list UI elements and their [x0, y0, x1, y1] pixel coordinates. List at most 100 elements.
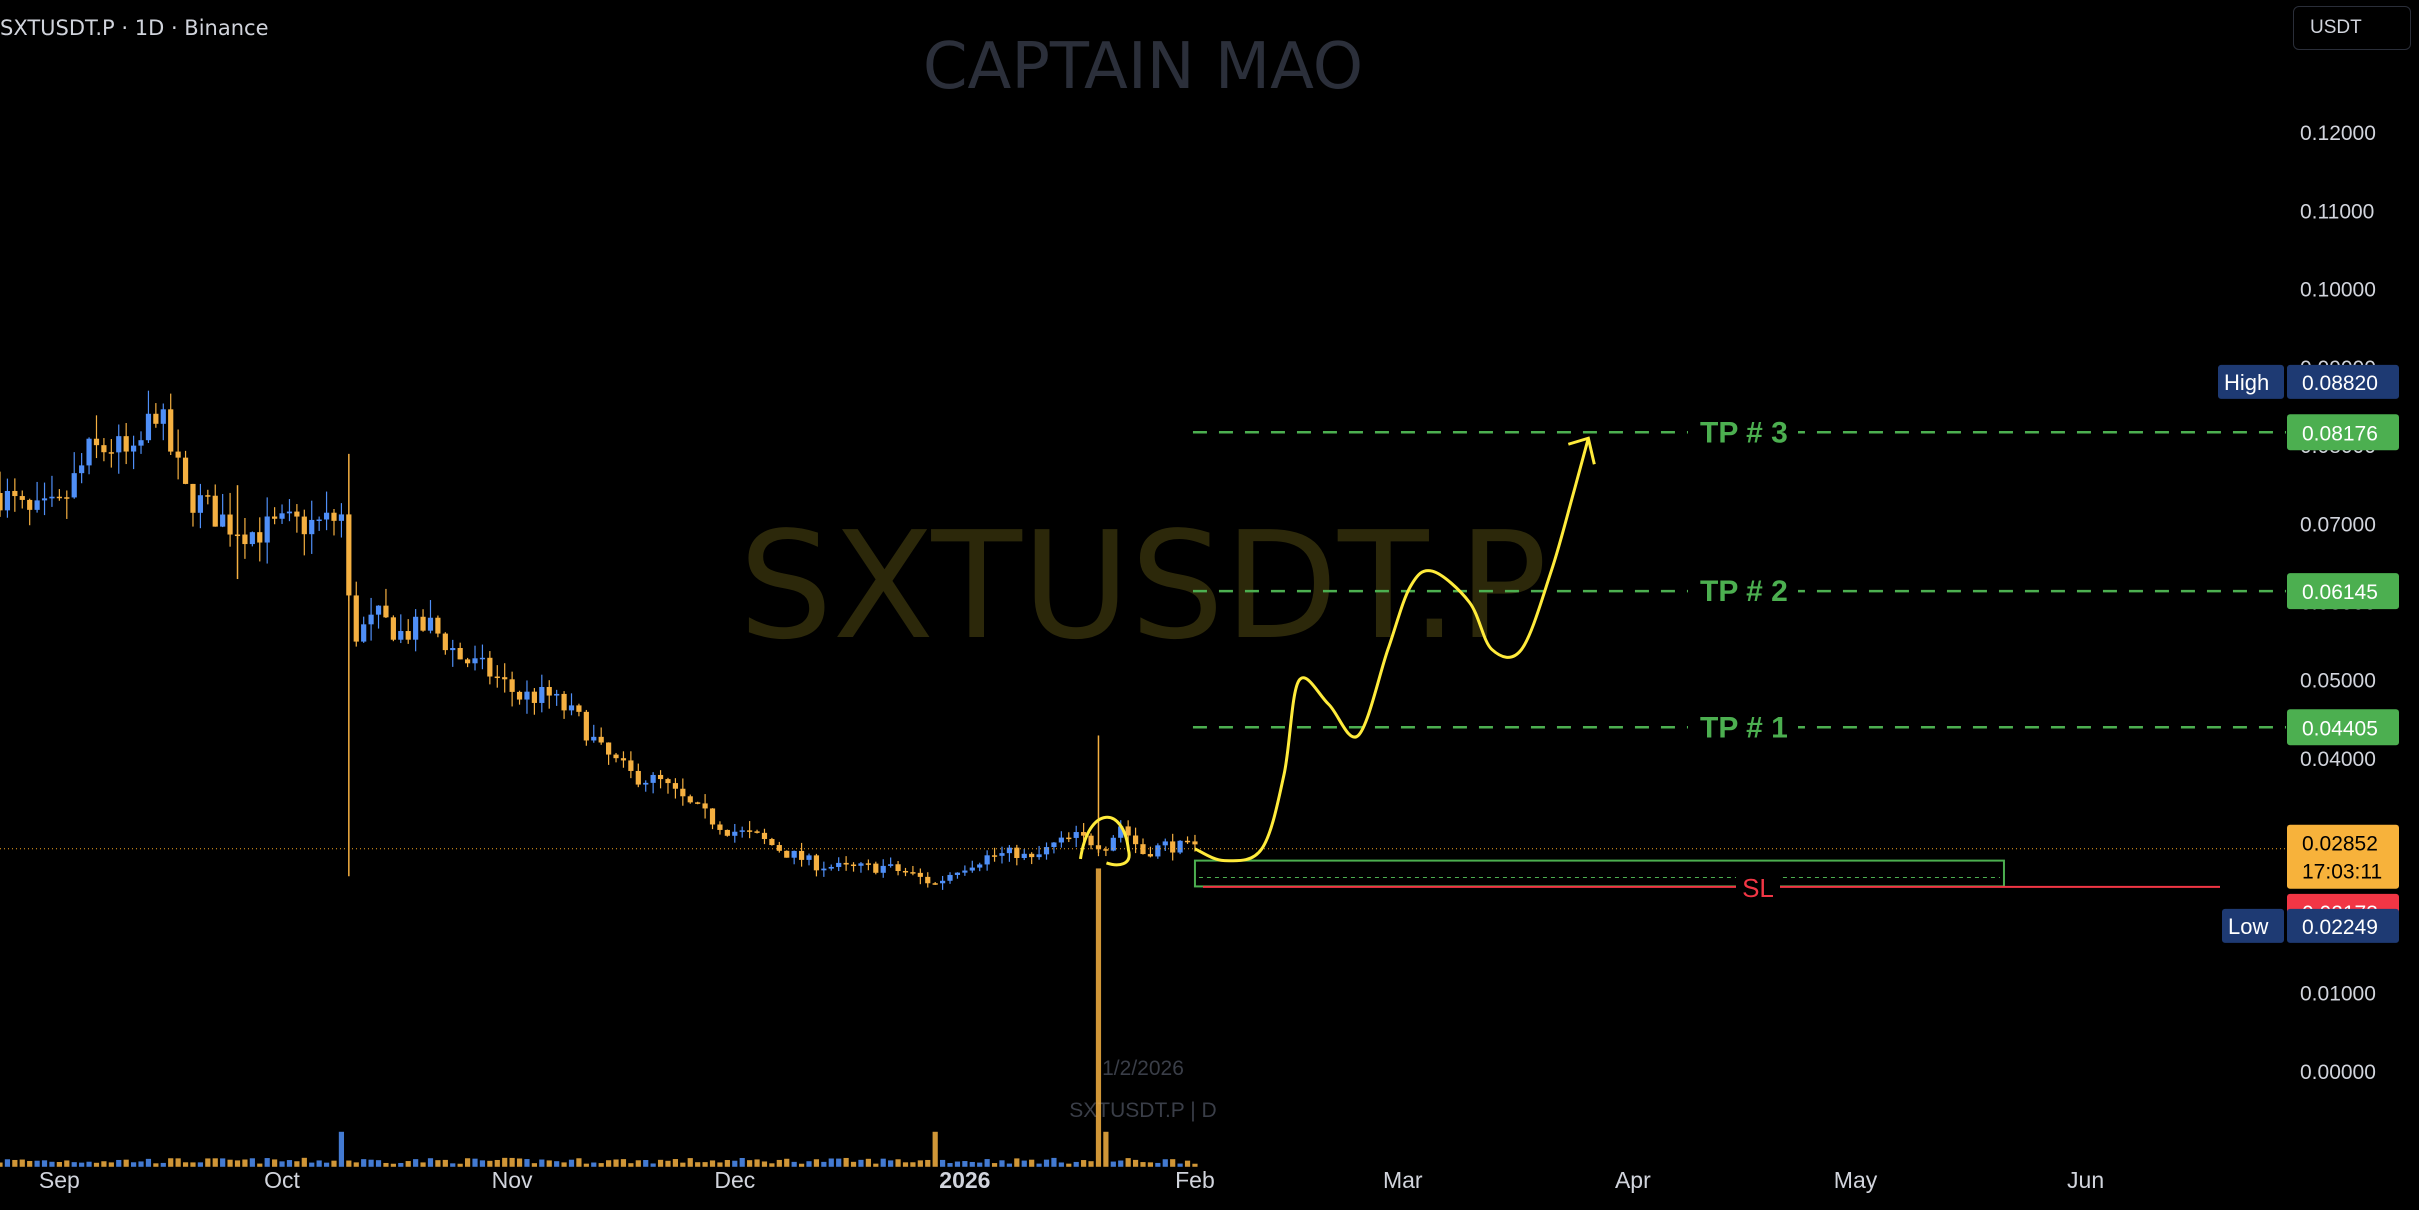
volume-bar — [1029, 1159, 1035, 1167]
candle-body — [568, 705, 575, 711]
volume-bar — [472, 1158, 478, 1167]
volume-bar — [828, 1158, 834, 1167]
candle-body — [457, 648, 463, 660]
candle-body — [509, 679, 515, 692]
candle-body — [145, 413, 152, 441]
volume-bar — [145, 1158, 152, 1167]
candle-body — [130, 445, 137, 452]
candle-body — [1162, 841, 1168, 846]
candle-body — [620, 758, 627, 761]
candle-body — [93, 438, 100, 446]
volume-bar — [554, 1161, 560, 1167]
volume-bar — [1147, 1162, 1154, 1167]
x-axis-tick-label: Dec — [714, 1167, 755, 1193]
high-text: High — [2224, 370, 2269, 395]
y-axis-tick-label: 0.10000 — [2300, 279, 2376, 302]
volume-bar — [687, 1158, 693, 1167]
volume-bar — [1140, 1162, 1146, 1167]
low-text: Low — [2228, 914, 2268, 939]
candle-body — [613, 754, 619, 759]
candle-body — [947, 874, 953, 881]
candle-body — [954, 872, 961, 875]
symbol-watermark: SXTUSDT.P — [738, 500, 1548, 672]
volume-bar — [0, 1162, 3, 1167]
volume-bar — [880, 1158, 886, 1167]
target-label-bg — [1688, 573, 1798, 610]
volume-bar — [309, 1162, 315, 1167]
candle-body — [1140, 844, 1146, 855]
candle-body — [0, 493, 3, 511]
volume-bar — [643, 1160, 649, 1167]
currency-unit-selector[interactable]: USDT — [2293, 6, 2411, 50]
candle-body — [27, 499, 33, 510]
volume-bar — [516, 1158, 523, 1167]
candle-body — [606, 742, 612, 755]
candle-body — [724, 829, 730, 836]
high-price-tag — [2287, 364, 2399, 399]
target-price-tag — [2287, 414, 2399, 451]
y-axis-tick-label: 0.07000 — [2300, 513, 2376, 536]
volume-bar — [442, 1159, 448, 1167]
candle-body — [873, 863, 879, 873]
candle-body — [197, 495, 203, 513]
candle-body — [695, 802, 701, 804]
candle-body — [383, 605, 389, 618]
candle-body — [940, 880, 946, 884]
candle-body — [910, 872, 916, 874]
y-axis-tick-label: 0.05000 — [2300, 670, 2376, 693]
stop-loss-label: SL — [1742, 873, 1774, 903]
volume-bar — [947, 1163, 953, 1167]
volume-bar — [86, 1161, 92, 1167]
volume-bar — [138, 1161, 144, 1167]
candle-body — [546, 686, 552, 696]
candle-body — [123, 436, 129, 452]
author-watermark: CAPTAIN MAO — [922, 30, 1364, 104]
countdown-label: 17:03:11 — [2302, 861, 2382, 884]
candle-body — [4, 490, 11, 511]
candle-body — [984, 855, 990, 865]
volume-bar — [264, 1158, 270, 1167]
volume-bar — [761, 1161, 768, 1167]
volume-bar — [991, 1163, 998, 1167]
candle-body — [1043, 847, 1050, 855]
candle-body — [56, 496, 62, 499]
target-price-label: 0.04405 — [2302, 717, 2378, 740]
candle-body — [12, 490, 18, 497]
candle-body — [798, 850, 805, 860]
candle-body — [776, 845, 782, 851]
candle-body — [784, 850, 790, 858]
volume-bar — [323, 1162, 330, 1167]
volume-bar — [821, 1161, 827, 1167]
candle-body — [539, 686, 545, 703]
candle-body — [450, 648, 456, 651]
x-axis-tick-label: Sep — [39, 1167, 80, 1193]
candle-body — [227, 514, 233, 535]
candle-body — [650, 774, 656, 783]
volume-bar — [12, 1159, 18, 1167]
candle-body — [1110, 837, 1116, 851]
volume-bar — [732, 1160, 738, 1167]
entry-zone — [1193, 859, 2005, 888]
volume-bar — [680, 1162, 686, 1167]
candle-body — [1021, 853, 1027, 858]
volume-bar — [108, 1162, 114, 1167]
symbol-header[interactable]: SXTUSDT.P · 1D · Binance — [0, 16, 269, 40]
volume-bar — [1192, 1163, 1198, 1167]
volume-bar — [717, 1162, 723, 1167]
volume-bar — [977, 1162, 983, 1167]
candle-body — [761, 832, 768, 840]
volume-bar — [628, 1163, 634, 1167]
volume-bar — [739, 1157, 745, 1167]
candle-body — [1006, 847, 1013, 854]
candle-body — [702, 803, 708, 809]
volume-bar — [568, 1159, 575, 1167]
volume-bar — [361, 1159, 367, 1167]
candle-body — [1155, 845, 1161, 857]
volume-bar — [524, 1159, 530, 1167]
volume-bar — [234, 1160, 241, 1167]
candle-body — [754, 831, 760, 833]
volume-bar — [843, 1157, 849, 1167]
candle-body — [709, 808, 716, 825]
candle-body — [294, 511, 300, 517]
